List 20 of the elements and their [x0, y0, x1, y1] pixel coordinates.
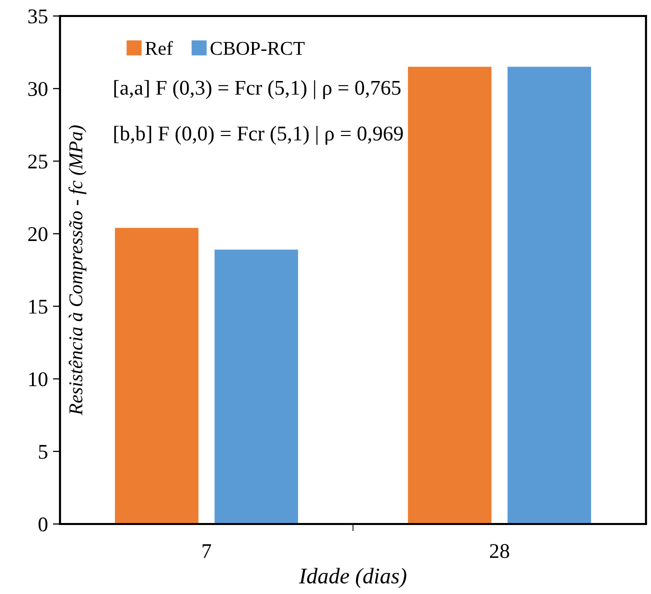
y-tick-label: 35 [28, 9, 48, 24]
bar [508, 66, 592, 524]
x-axis-title: Idade (dias) [298, 568, 406, 588]
y-tick-label: 15 [29, 300, 48, 314]
bar [114, 228, 198, 524]
y-tick-label: 5 [38, 445, 48, 459]
y-tick-label: 0 [38, 517, 48, 532]
bar [408, 66, 492, 524]
y-tick-label: 25 [28, 154, 48, 169]
y-axis-title: Resistência à Compressão - fc (MPa) [68, 125, 86, 416]
y-tick-label: 20 [28, 227, 48, 242]
x-tick-label: 7 [202, 544, 212, 558]
bar [214, 250, 298, 524]
legend-label: CBOP-RCT [210, 42, 305, 55]
y-tick-label: 30 [28, 82, 48, 96]
y-tick-label: 10 [29, 372, 48, 386]
annotation: [a,a] F (0,3) = Fcr (5,1) | ρ = 0,765 [114, 80, 401, 100]
legend-label: Ref [145, 41, 173, 55]
annotation: [b,b] F (0,0) = Fcr (5,1) | ρ = 0,969 [114, 126, 403, 145]
x-tick-label: 28 [490, 544, 510, 558]
